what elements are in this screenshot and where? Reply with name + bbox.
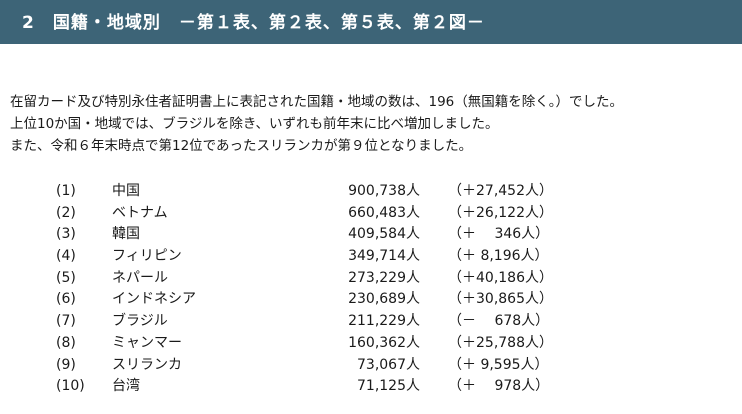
- country-name: フィリピン: [112, 248, 182, 265]
- change-from-previous-year: （－ 678人）: [448, 313, 550, 330]
- change-from-previous-year: （＋ 346人）: [448, 226, 550, 243]
- resident-count: 73,067人: [357, 356, 420, 373]
- resident-count: 211,229人: [348, 313, 420, 330]
- rank-number: (7): [56, 313, 76, 330]
- intro-line: 上位10か国・地域では、ブラジルを除き、いずれも前年末に比べ増加しました。: [10, 116, 499, 132]
- resident-count: 71,125人: [357, 378, 420, 395]
- country-name: ブラジル: [112, 313, 168, 330]
- change-from-previous-year: （＋ 978人）: [448, 378, 550, 395]
- change-from-previous-year: （＋25,788人）: [448, 334, 553, 351]
- ranking-row: (7) ブラジル 211,229人 （－ 678人）: [0, 311, 742, 333]
- intro-text: 在留カード及び特別永住者証明書上に表記された国籍・地域の数は、196（無国籍を除…: [10, 91, 735, 157]
- country-name: ベトナム: [112, 204, 168, 221]
- ranking-row: (2) ベトナム 660,483人 （＋26,122人）: [0, 203, 742, 225]
- resident-count: 409,584人: [348, 226, 420, 243]
- change-from-previous-year: （＋26,122人）: [448, 204, 553, 221]
- rank-number: (2): [56, 204, 76, 221]
- ranking-row: (10) 台湾 71,125人 （＋ 978人）: [0, 376, 742, 398]
- rank-number: (9): [56, 356, 76, 373]
- ranking-list: (1) 中国 900,738人 （＋27,452人） (2) ベトナム 660,…: [0, 181, 742, 398]
- rank-number: (6): [56, 291, 76, 308]
- ranking-row: (9) スリランカ 73,067人 （＋ 9,595人）: [0, 355, 742, 377]
- country-name: インドネシア: [112, 291, 196, 308]
- ranking-row: (6) インドネシア 230,689人 （＋30,865人）: [0, 289, 742, 311]
- resident-count: 273,229人: [348, 269, 420, 286]
- section-header: 2 国籍・地域別 －第１表、第２表、第５表、第２図－: [0, 0, 742, 44]
- change-from-previous-year: （＋40,186人）: [448, 269, 553, 286]
- country-name: 中国: [112, 183, 140, 199]
- rank-number: (4): [56, 248, 76, 265]
- country-name: スリランカ: [112, 356, 182, 373]
- ranking-row: (8) ミャンマー 160,362人 （＋25,788人）: [0, 333, 742, 355]
- rank-number: (8): [56, 334, 76, 351]
- ranking-row: (3) 韓国 409,584人 （＋ 346人）: [0, 224, 742, 246]
- change-from-previous-year: （＋ 9,595人）: [448, 356, 549, 373]
- ranking-row: (1) 中国 900,738人 （＋27,452人）: [0, 181, 742, 203]
- resident-count: 230,689人: [348, 291, 420, 308]
- intro-line: また、令和６年末時点で第12位であったスリランカが第９位となりました。: [10, 138, 473, 154]
- intro-line: 在留カード及び特別永住者証明書上に表記された国籍・地域の数は、196（無国籍を除…: [10, 94, 624, 110]
- ranking-row: (4) フィリピン 349,714人 （＋ 8,196人）: [0, 246, 742, 268]
- resident-count: 349,714人: [348, 248, 420, 265]
- ranking-row: (5) ネパール 273,229人 （＋40,186人）: [0, 268, 742, 290]
- country-name: 韓国: [112, 226, 140, 243]
- country-name: 台湾: [112, 378, 140, 395]
- change-from-previous-year: （＋27,452人）: [448, 183, 553, 199]
- rank-number: (10): [56, 378, 85, 395]
- rank-number: (5): [56, 269, 76, 286]
- resident-count: 900,738人: [348, 183, 420, 199]
- resident-count: 160,362人: [348, 334, 420, 351]
- country-name: ミャンマー: [112, 334, 182, 351]
- rank-number: (1): [56, 183, 76, 199]
- change-from-previous-year: （＋ 8,196人）: [448, 248, 549, 265]
- resident-count: 660,483人: [348, 204, 420, 221]
- change-from-previous-year: （＋30,865人）: [448, 291, 553, 308]
- rank-number: (3): [56, 226, 76, 243]
- country-name: ネパール: [112, 269, 168, 286]
- section-title: 2 国籍・地域別 －第１表、第２表、第５表、第２図－: [22, 13, 485, 33]
